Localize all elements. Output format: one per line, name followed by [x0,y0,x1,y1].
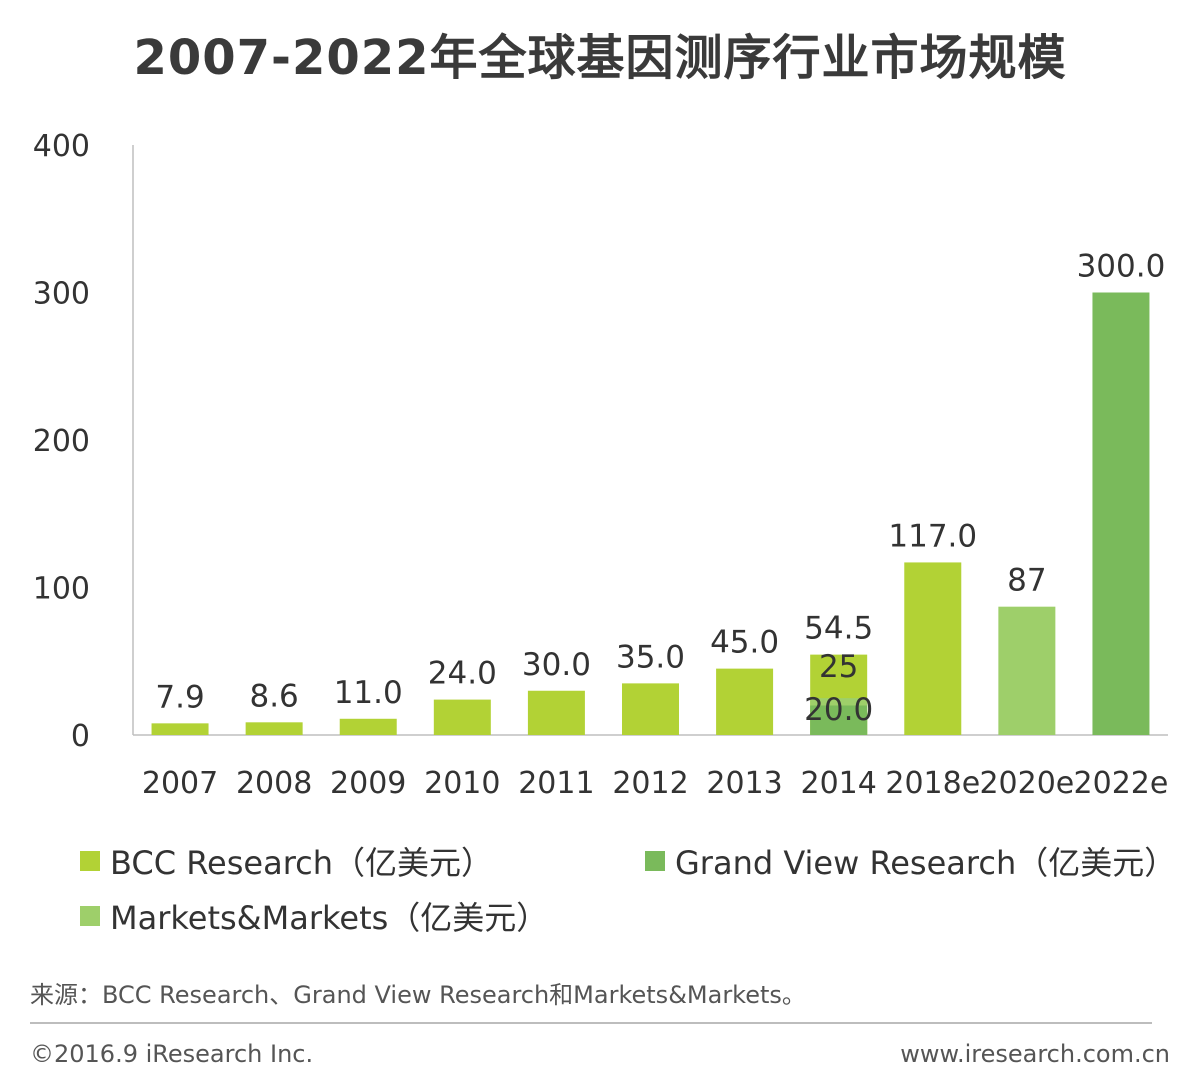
legend-item-grand-view: Grand View Research（亿美元） [645,838,1176,884]
data-label: 35.0 [616,639,685,675]
data-label: 7.9 [155,679,204,715]
legend-label-grand-view: Grand View Research（亿美元） [675,844,1177,882]
bar [622,683,679,735]
x-tick-label: 2008 [236,766,312,801]
bar [716,668,774,735]
data-label: 54.5 [804,611,873,647]
x-tick-label: 2022e [1074,766,1169,801]
x-tick-label: 2013 [706,766,782,801]
legend-swatch-bcc [80,851,100,871]
x-tick-label: 2014 [801,766,877,801]
data-label: 11.0 [334,675,403,711]
data-label: 8.6 [249,678,298,714]
data-label: 117.0 [888,518,977,554]
legend-swatch-grand-view [645,851,665,871]
x-tick-label: 2012 [612,766,688,801]
y-tick-label: 400 [33,129,90,164]
legend-swatch-markets [80,906,100,926]
legend-label-bcc: BCC Research（亿美元） [110,844,494,882]
bar [904,562,962,735]
legend-item-markets: Markets&Markets（亿美元） [80,893,548,939]
data-label: 24.0 [428,656,497,692]
x-tick-label: 2020e [979,766,1074,801]
bar [1092,292,1150,735]
website-link[interactable]: www.iresearch.com.cn [900,1040,1170,1068]
legend-item-bcc: BCC Research（亿美元） [80,838,493,884]
data-label: 300.0 [1077,249,1166,285]
y-tick-label: 0 [71,719,90,754]
x-tick-label: 2009 [330,766,406,801]
data-label: 30.0 [522,647,591,683]
bar [527,690,585,735]
y-tick-label: 100 [33,572,90,607]
bar [433,699,491,735]
data-label: 20.0 [804,692,873,728]
legend-label-markets: Markets&Markets（亿美元） [110,899,549,937]
data-label: 45.0 [710,625,779,661]
source-note: 来源：BCC Research、Grand View Research和Mark… [30,981,806,1009]
y-tick-label: 300 [33,277,90,312]
x-tick-label: 2007 [142,766,218,801]
chart-title: 2007-2022年全球基因测序行业市场规模 [133,30,1067,86]
x-tick-label: 2011 [518,766,594,801]
copyright: ©2016.9 iResearch Inc. [30,1040,314,1068]
x-tick-label: 2018e [885,766,980,801]
bar [810,705,868,735]
bar [245,722,303,735]
bar [998,606,1056,735]
footer-divider [30,1022,1152,1024]
data-label: 25 [819,649,858,685]
bar-chart: 0 100 200 300 400 2007 2008 2009 2010 2011 2012 201… [33,129,1169,801]
bar [339,718,397,735]
bar [151,723,209,735]
y-tick-label: 200 [33,424,90,459]
data-label: 87 [1007,563,1046,599]
x-tick-label: 2010 [424,766,500,801]
